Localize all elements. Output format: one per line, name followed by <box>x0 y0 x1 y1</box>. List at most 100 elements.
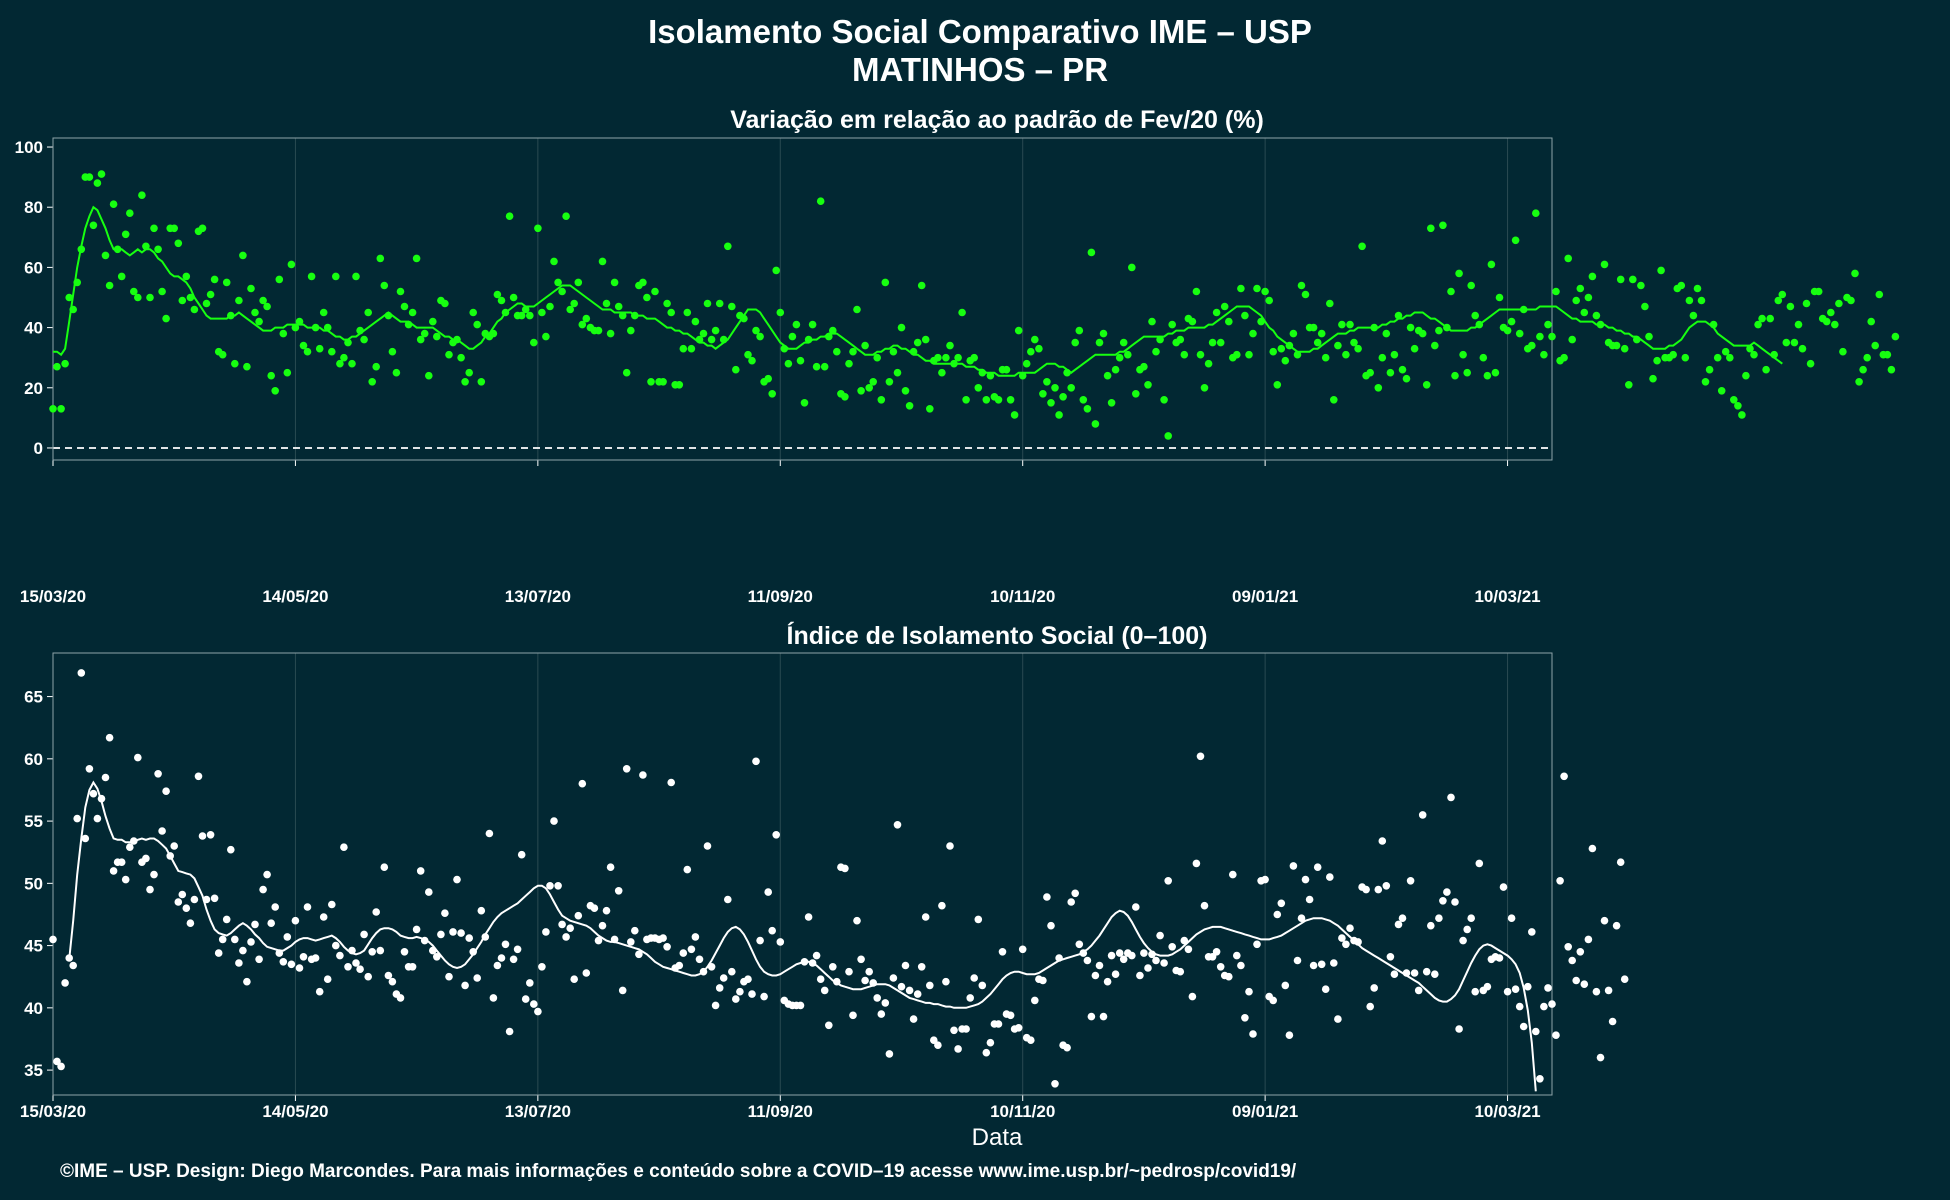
bottom-data-point <box>1544 984 1552 992</box>
top-data-point <box>570 299 578 308</box>
bottom-data-point <box>760 992 768 1001</box>
top-data-point <box>1883 350 1892 359</box>
top-data-point <box>618 311 627 320</box>
bottom-data-point <box>703 842 712 850</box>
top-data-point <box>1115 353 1124 362</box>
top-data-point <box>954 353 962 362</box>
top-data-point <box>1390 350 1399 359</box>
top-data-point <box>1006 396 1015 404</box>
top-data-point <box>1140 362 1148 371</box>
top-data-point <box>1641 302 1649 311</box>
bottom-data-point <box>291 916 300 925</box>
top-data-point <box>1863 353 1871 362</box>
top-data-point <box>1693 284 1702 293</box>
bottom-data-point <box>1051 1080 1059 1088</box>
top-data-point <box>162 314 170 323</box>
bottom-data-point <box>222 915 231 924</box>
bottom-data-point <box>287 960 296 969</box>
top-data-point <box>299 341 308 350</box>
top-y-tick-label: 20 <box>24 379 43 398</box>
top-data-point <box>1192 287 1201 296</box>
bottom-data-point <box>820 986 829 995</box>
bottom-data-point <box>1475 859 1484 868</box>
top-data-point <box>251 308 259 317</box>
bottom-data-point <box>1200 901 1209 910</box>
top-data-point <box>1374 384 1383 392</box>
bottom-data-point <box>1087 1012 1096 1021</box>
bottom-data-point <box>336 951 344 960</box>
top-data-point <box>1528 341 1536 350</box>
bottom-data-point <box>1039 976 1047 985</box>
top-data-point <box>1342 350 1350 359</box>
top-data-point <box>1697 296 1706 305</box>
top-data-point <box>1289 329 1298 338</box>
top-data-point <box>154 245 162 254</box>
bottom-data-point <box>1233 951 1241 960</box>
top-data-point <box>105 281 114 290</box>
bottom-data-point <box>1382 882 1391 890</box>
bottom-data-point <box>1253 940 1261 949</box>
bottom-y-tick-label: 40 <box>24 999 43 1018</box>
top-data-point <box>703 299 712 308</box>
top-data-point <box>372 362 381 371</box>
top-data-point <box>1358 242 1366 251</box>
top-data-point <box>1099 329 1108 338</box>
bottom-data-point <box>934 1041 942 1049</box>
bottom-data-point <box>1107 951 1116 960</box>
top-data-point <box>457 353 465 362</box>
bottom-moving-average-line <box>68 780 1537 1092</box>
top-data-point <box>61 359 69 368</box>
chart-subtitle: MATINHOS – PR <box>852 51 1108 88</box>
bottom-data-point <box>614 887 623 895</box>
bottom-data-point <box>210 894 219 903</box>
bottom-data-point <box>627 938 635 946</box>
bottom-data-point <box>416 867 425 875</box>
bottom-data-point <box>897 982 906 991</box>
bottom-data-point <box>1447 793 1455 802</box>
bottom-data-point <box>1511 985 1520 993</box>
top-data-point <box>445 350 453 359</box>
top-data-point <box>1835 299 1843 308</box>
x-axis-title: Data <box>972 1124 1023 1151</box>
bottom-data-point <box>146 885 154 894</box>
top-data-point <box>477 378 486 386</box>
top-data-point <box>1212 308 1221 317</box>
bottom-data-point <box>356 965 364 973</box>
bottom-data-point <box>562 933 570 941</box>
top-data-point <box>1164 432 1172 440</box>
bottom-data-point <box>659 934 667 942</box>
top-data-point <box>441 299 449 308</box>
top-data-point <box>1532 209 1540 217</box>
top-data-point <box>1620 344 1629 353</box>
top-data-point <box>1653 356 1661 365</box>
bottom-data-point <box>251 920 259 929</box>
bottom-data-point <box>594 936 603 945</box>
top-data-point <box>1726 353 1734 362</box>
bottom-data-point <box>1140 949 1148 957</box>
top-data-point <box>315 344 324 353</box>
bottom-data-point <box>182 904 191 912</box>
top-data-point <box>509 293 518 302</box>
top-data-point <box>1330 396 1338 404</box>
top-data-point <box>926 405 934 413</box>
bottom-data-point <box>881 999 890 1007</box>
top-data-point <box>291 323 300 332</box>
bottom-data-point <box>1528 928 1536 936</box>
bottom-data-point <box>736 987 744 996</box>
bottom-data-point <box>57 1062 65 1071</box>
top-data-point <box>901 387 910 395</box>
bottom-data-point <box>885 1050 894 1058</box>
top-data-point <box>1495 293 1504 302</box>
bottom-data-point <box>1047 921 1055 930</box>
top-data-point <box>562 212 570 220</box>
top-data-point <box>1317 329 1326 338</box>
bottom-data-point <box>178 890 187 899</box>
top-data-point <box>1083 405 1092 413</box>
top-data-point <box>408 308 417 317</box>
top-data-point <box>845 359 853 368</box>
bottom-x-tick-label: 10/11/20 <box>990 1102 1055 1121</box>
top-data-point <box>1406 323 1415 332</box>
bottom-data-point <box>687 945 696 954</box>
bottom-data-point <box>994 1020 1003 1028</box>
bottom-data-point <box>1378 837 1387 845</box>
